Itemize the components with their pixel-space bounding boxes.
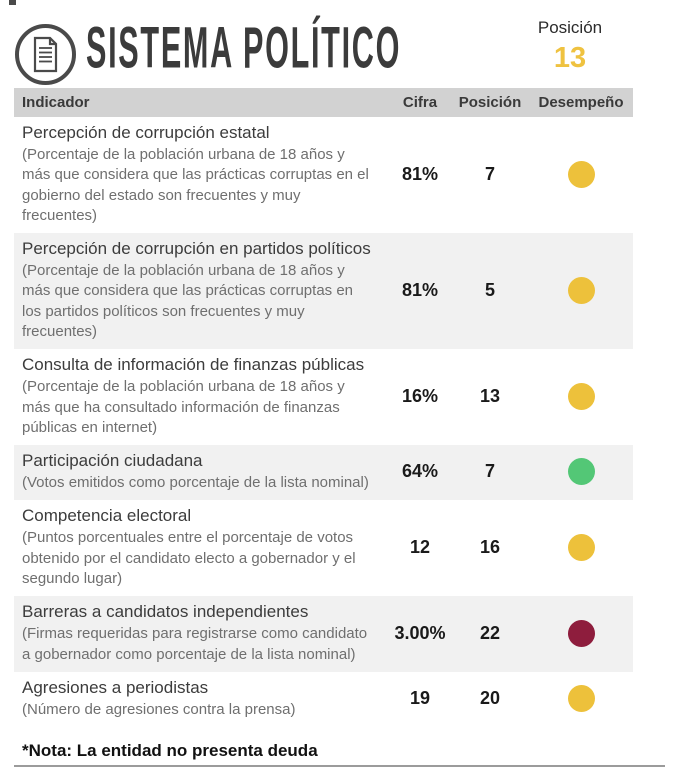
indicator-posicion: 13: [479, 385, 501, 406]
performance-dot: [567, 533, 595, 561]
indicator-cifra: 3.00%: [394, 622, 446, 643]
footer-note-wrap: *Nota: La entidad no presenta deuda: [14, 741, 665, 768]
table-row: Barreras a candidatos independientes (Fi…: [14, 596, 633, 672]
indicator-title: Barreras a candidatos independientes: [22, 602, 309, 622]
indicator-title: Percepción de corrupción en partidos pol…: [22, 239, 371, 259]
indicator-title: Participación ciudadana: [22, 451, 203, 471]
indicator-description: (Porcentaje de la población urbana de 18…: [22, 146, 369, 224]
indicator-description: (Porcentaje de la población urbana de 18…: [22, 262, 354, 340]
performance-dot: [567, 458, 595, 486]
indicator-cifra: 64%: [401, 461, 439, 482]
indicator-posicion: 7: [484, 461, 495, 482]
indicator-posicion: 5: [484, 279, 495, 300]
indicators-table: Indicador Cifra Posición Desempeño Perce…: [14, 88, 633, 727]
indicator-cifra: 81%: [401, 163, 439, 184]
indicator-cifra: 12: [409, 536, 431, 557]
indicator-title: Competencia electoral: [22, 506, 192, 526]
column-header-desempeno: Desempeño: [538, 94, 624, 111]
column-header-posicion: Posición: [458, 94, 522, 111]
table-row: Agresiones a periodistas (Número de agre…: [14, 672, 633, 727]
table-row: Competencia electoral (Puntos porcentual…: [14, 500, 633, 596]
table-row: Participación ciudadana (Votos emitidos …: [14, 445, 633, 501]
footer-note: *Nota: La entidad no presenta deuda: [22, 741, 318, 761]
indicator-title: Agresiones a periodistas: [22, 677, 209, 697]
indicator-posicion: 20: [479, 687, 501, 708]
column-header-cifra: Cifra: [402, 94, 438, 111]
overall-position-label: Posición: [537, 18, 603, 37]
performance-dot: [567, 619, 595, 647]
table-row: Percepción de corrupción estatal (Porcen…: [14, 117, 633, 233]
page-title: SISTEMA POLÍTICO: [86, 14, 402, 81]
indicator-cifra: 81%: [401, 279, 439, 300]
page-header: SISTEMA POLÍTICO Posición 13: [0, 0, 679, 88]
table-row: Consulta de información de finanzas públ…: [14, 349, 633, 445]
indicator-description: (Firmas requeridas para registrarse como…: [22, 625, 368, 663]
performance-dot: [567, 684, 595, 712]
performance-dot: [567, 160, 595, 188]
indicator-description: (Votos emitidos como porcentaje de la li…: [22, 474, 369, 492]
indicator-title: Percepción de corrupción estatal: [22, 123, 270, 142]
table-header-row: Indicador Cifra Posición Desempeño: [14, 88, 633, 117]
performance-dot: [567, 276, 595, 304]
column-header-indicador: Indicador: [22, 94, 90, 111]
overall-position: Posición 13: [520, 18, 620, 75]
crop-artifact: [9, 0, 16, 5]
table-row: Percepción de corrupción en partidos pol…: [14, 233, 633, 350]
document-icon: [14, 23, 77, 86]
indicator-description: (Número de agresiones contra la prensa): [22, 700, 296, 718]
indicator-cifra: 16%: [401, 385, 439, 406]
indicator-cifra: 19: [409, 687, 431, 708]
indicator-posicion: 7: [484, 163, 495, 184]
overall-position-value: 13: [553, 42, 587, 74]
indicator-posicion: 16: [479, 536, 501, 557]
indicator-posicion: 22: [479, 622, 501, 643]
indicator-description: (Puntos porcentuales entre el porcentaje…: [22, 529, 356, 587]
indicator-title: Consulta de información de finanzas públ…: [22, 355, 365, 375]
indicator-description: (Porcentaje de la población urbana de 18…: [22, 378, 345, 436]
performance-dot: [567, 382, 595, 410]
